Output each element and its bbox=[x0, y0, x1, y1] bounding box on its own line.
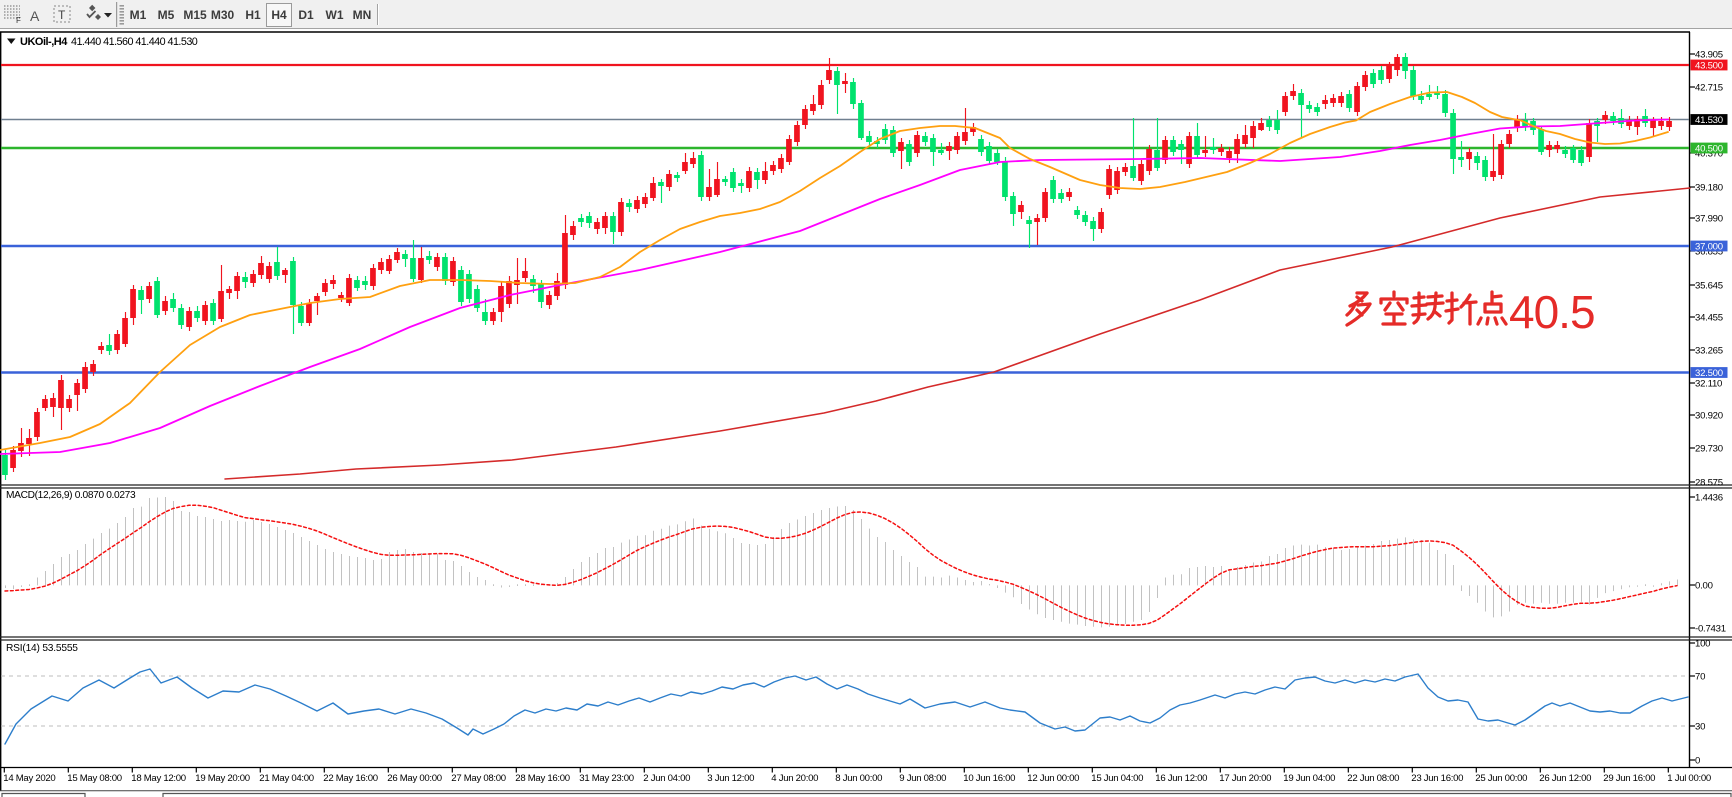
svg-text:-0.7431: -0.7431 bbox=[1695, 624, 1726, 635]
svg-text:16 Jun 12:00: 16 Jun 12:00 bbox=[1155, 773, 1207, 784]
svg-text:0: 0 bbox=[1695, 756, 1700, 767]
svg-text:15 Jun 04:00: 15 Jun 04:00 bbox=[1091, 773, 1143, 784]
svg-text:MN: MN bbox=[353, 8, 372, 22]
svg-text:32.500: 32.500 bbox=[1695, 368, 1723, 379]
svg-text:34.455: 34.455 bbox=[1695, 313, 1723, 324]
svg-text:12 Jun 00:00: 12 Jun 00:00 bbox=[1027, 773, 1079, 784]
svg-text:25 Jun 00:00: 25 Jun 00:00 bbox=[1475, 773, 1527, 784]
svg-text:1.4436: 1.4436 bbox=[1695, 493, 1723, 504]
svg-text:W1: W1 bbox=[326, 8, 344, 22]
svg-text:MACD(12,26,9) 0.0870 0.0273: MACD(12,26,9) 0.0870 0.0273 bbox=[6, 490, 136, 501]
svg-text:0.00: 0.00 bbox=[1695, 581, 1713, 592]
svg-text:37.000: 37.000 bbox=[1695, 242, 1723, 253]
svg-text:21 May 04:00: 21 May 04:00 bbox=[259, 773, 314, 784]
svg-text:H4: H4 bbox=[271, 8, 287, 22]
svg-text:30.920: 30.920 bbox=[1695, 411, 1723, 422]
svg-text:9 Jun 08:00: 9 Jun 08:00 bbox=[899, 773, 946, 784]
svg-text:40.5: 40.5 bbox=[1509, 286, 1595, 338]
svg-text:27 May 08:00: 27 May 08:00 bbox=[451, 773, 506, 784]
svg-text:22 Jun 08:00: 22 Jun 08:00 bbox=[1347, 773, 1399, 784]
svg-text:2 Jun 04:00: 2 Jun 04:00 bbox=[643, 773, 690, 784]
svg-text:RSI(14) 53.5555: RSI(14) 53.5555 bbox=[6, 643, 78, 654]
svg-text:T: T bbox=[58, 8, 66, 22]
svg-text:22 May 16:00: 22 May 16:00 bbox=[323, 773, 378, 784]
svg-text:37.990: 37.990 bbox=[1695, 214, 1723, 225]
svg-text:35.645: 35.645 bbox=[1695, 281, 1723, 292]
svg-text:41.440 41.560 41.440 41.530: 41.440 41.560 41.440 41.530 bbox=[71, 36, 198, 48]
svg-text:19 Jun 04:00: 19 Jun 04:00 bbox=[1283, 773, 1335, 784]
svg-text:40.500: 40.500 bbox=[1695, 144, 1723, 155]
svg-text:70: 70 bbox=[1695, 672, 1705, 683]
svg-text:100: 100 bbox=[1695, 639, 1710, 650]
svg-text:A: A bbox=[30, 8, 40, 24]
svg-text:D1: D1 bbox=[298, 8, 314, 22]
svg-text:41.530: 41.530 bbox=[1695, 115, 1723, 126]
svg-text:M5: M5 bbox=[158, 8, 175, 22]
svg-text:18 May 12:00: 18 May 12:00 bbox=[131, 773, 186, 784]
svg-text:UKOil-,H4: UKOil-,H4 bbox=[20, 36, 68, 48]
svg-text:40.370: 40.370 bbox=[1695, 149, 1723, 160]
svg-text:39.180: 39.180 bbox=[1695, 183, 1723, 194]
svg-text:M30: M30 bbox=[211, 8, 235, 22]
svg-text:M15: M15 bbox=[183, 8, 207, 22]
svg-text:33.265: 33.265 bbox=[1695, 346, 1723, 357]
svg-text:4 Jun 20:00: 4 Jun 20:00 bbox=[771, 773, 818, 784]
svg-text:31 May 23:00: 31 May 23:00 bbox=[579, 773, 634, 784]
svg-text:23 Jun 16:00: 23 Jun 16:00 bbox=[1411, 773, 1463, 784]
svg-text:32.110: 32.110 bbox=[1695, 379, 1722, 390]
svg-text:H1: H1 bbox=[245, 8, 261, 22]
svg-text:36.855: 36.855 bbox=[1695, 247, 1723, 258]
svg-text:43.500: 43.500 bbox=[1695, 61, 1723, 72]
svg-text:10 Jun 16:00: 10 Jun 16:00 bbox=[963, 773, 1015, 784]
svg-text:42.715: 42.715 bbox=[1695, 83, 1723, 94]
svg-text:26 Jun 12:00: 26 Jun 12:00 bbox=[1539, 773, 1591, 784]
svg-text:29.730: 29.730 bbox=[1695, 444, 1723, 455]
svg-text:43.905: 43.905 bbox=[1695, 50, 1723, 61]
svg-text:28 May 16:00: 28 May 16:00 bbox=[515, 773, 570, 784]
svg-text:F: F bbox=[16, 16, 21, 25]
svg-text:30: 30 bbox=[1695, 722, 1705, 733]
svg-text:1 Jul 00:00: 1 Jul 00:00 bbox=[1667, 773, 1711, 784]
svg-text:28.575: 28.575 bbox=[1695, 478, 1723, 489]
svg-text:14 May 2020: 14 May 2020 bbox=[3, 773, 55, 784]
svg-text:26 May 00:00: 26 May 00:00 bbox=[387, 773, 442, 784]
svg-text:3 Jun 12:00: 3 Jun 12:00 bbox=[707, 773, 754, 784]
svg-text:29 Jun 16:00: 29 Jun 16:00 bbox=[1603, 773, 1655, 784]
svg-text:M1: M1 bbox=[130, 8, 147, 22]
svg-text:15 May 08:00: 15 May 08:00 bbox=[67, 773, 122, 784]
svg-text:17 Jun 20:00: 17 Jun 20:00 bbox=[1219, 773, 1271, 784]
svg-text:8 Jun 00:00: 8 Jun 00:00 bbox=[835, 773, 882, 784]
svg-text:19 May 20:00: 19 May 20:00 bbox=[195, 773, 250, 784]
